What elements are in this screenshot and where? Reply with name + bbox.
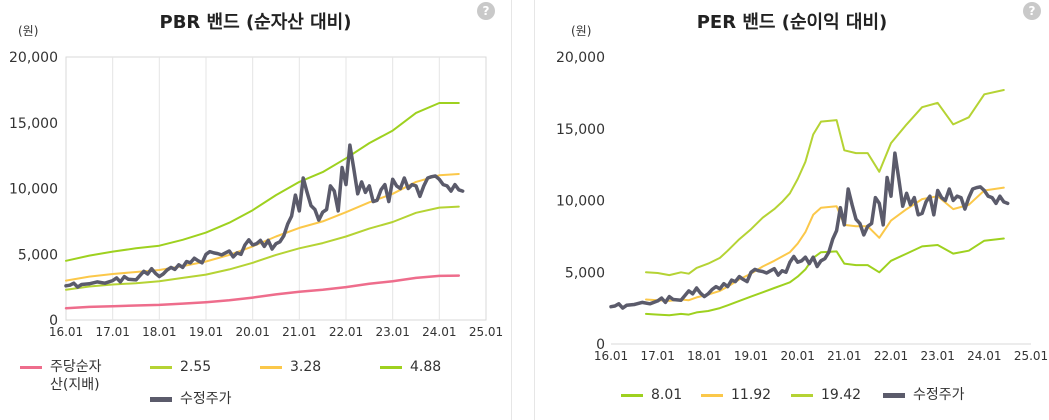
legend-label: 주당순자 산(지배) (50, 359, 102, 393)
legend-label: 19.42 (821, 387, 862, 403)
pbr-x-tick-label: 23.01 (375, 325, 409, 339)
pbr-y-tick-label: 5,000 (18, 247, 58, 263)
per-legend-item[interactable]: 수정주가 (883, 386, 965, 404)
per-x-tick-label: 16.01 (594, 349, 628, 363)
per-series-line-4[interactable] (609, 151, 1010, 310)
per-legend-item[interactable]: 11.92 (701, 386, 771, 404)
legend-swatch (380, 366, 402, 369)
per-legend-item[interactable]: 8.01 (621, 386, 682, 404)
per-y-tick-label: 0 (596, 337, 605, 353)
legend-label: 수정주가 (913, 387, 965, 403)
legend-swatch (260, 366, 282, 369)
per-x-tick-label: 18.01 (687, 349, 721, 363)
legend-swatch (150, 366, 172, 369)
pbr-x-tick-label: 16.01 (49, 325, 83, 339)
per-x-tick-label: 23.01 (920, 349, 954, 363)
pbr-band-panel: PBR 밴드 (순자산 대비) ? (원) 16.01 17.01 18.01 19.… (0, 0, 512, 420)
pbr-legend-item[interactable]: 수정주가 (150, 390, 232, 408)
pbr-y-tick-label: 15,000 (9, 116, 58, 132)
per-chart-title: PER 밴드 (순이익 대비) (696, 12, 888, 33)
pbr-x-tick-label: 19.01 (189, 325, 223, 339)
legend-label: 11.92 (731, 387, 772, 403)
per-y-tick-label: 20,000 (556, 50, 605, 66)
per-x-tick-label: 21.01 (827, 349, 861, 363)
per-x-tick-label: 22.01 (874, 349, 908, 363)
per-legend-item[interactable]: 19.42 (791, 386, 861, 404)
per-band-panel: PER 밴드 (순이익 대비) ? (원) 16.01 17.01 18.01 19.… (534, 0, 1049, 420)
pbr-plot-frame (65, 56, 487, 321)
legend-label: 2.55 (180, 359, 212, 375)
pbr-chart-title: PBR 밴드 (순자산 대비) (159, 12, 352, 33)
per-x-tick-label: 20.01 (780, 349, 814, 363)
pbr-legend-item[interactable]: 주당순자 산(지배) (20, 358, 102, 394)
per-y-tick-label: 10,000 (556, 194, 605, 210)
pbr-series-line-4[interactable] (65, 102, 460, 262)
per-y-tick-label: 15,000 (556, 122, 605, 138)
legend-swatch (20, 366, 42, 369)
pbr-series-line-5[interactable] (64, 143, 465, 289)
per-series-line-2[interactable] (645, 186, 1005, 302)
pbr-x-tick-label: 20.01 (235, 325, 269, 339)
pbr-x-tick-label: 21.01 (282, 325, 316, 339)
pbr-legend-item[interactable]: 3.28 (260, 358, 321, 376)
per-x-tick-label: 17.01 (640, 349, 674, 363)
pbr-x-tick-label: 17.01 (95, 325, 129, 339)
pbr-chart-svg: 16.01 17.01 18.01 19.01 20.01 21.01 22.01 23.01… (9, 50, 503, 339)
pbr-y-tick-label: 10,000 (9, 182, 58, 198)
legend-swatch (791, 394, 813, 397)
pbr-x-tick-label: 25.01 (469, 325, 503, 339)
legend-swatch (150, 397, 172, 402)
per-series-line-1[interactable] (645, 237, 1005, 317)
legend-swatch (883, 393, 905, 398)
per-y-unit: (원) (571, 24, 592, 38)
per-x-tick-label: 19.01 (734, 349, 768, 363)
pbr-legend-item[interactable]: 2.55 (150, 358, 211, 376)
pbr-y-tick-label: 20,000 (9, 50, 58, 66)
legend-swatch (701, 394, 723, 397)
per-y-tick-label: 5,000 (565, 265, 605, 281)
legend-label: 8.01 (651, 387, 683, 403)
pbr-series-line-3[interactable] (65, 173, 460, 282)
per-chart-svg: 16.01 17.01 18.01 19.01 20.01 21.01 22.01 23.01… (556, 50, 1048, 363)
per-series-line-3[interactable] (645, 89, 1005, 277)
pbr-legend-item[interactable]: 4.88 (380, 358, 441, 376)
pbr-series-line-1[interactable] (64, 274, 461, 310)
legend-label: 3.28 (290, 359, 322, 375)
pbr-y-unit: (원) (18, 24, 39, 38)
legend-label: 수정주가 (180, 391, 232, 407)
per-help-icon[interactable]: ? (1023, 2, 1041, 20)
per-x-tick-label: 25.01 (1014, 349, 1048, 363)
legend-label: 4.88 (410, 359, 442, 375)
pbr-x-tick-label: 24.01 (422, 325, 456, 339)
pbr-series-line-2[interactable] (65, 205, 460, 291)
pbr-x-tick-label: 22.01 (329, 325, 363, 339)
pbr-help-icon[interactable]: ? (477, 2, 495, 20)
legend-swatch (621, 394, 643, 397)
pbr-x-tick-label: 18.01 (142, 325, 176, 339)
per-x-tick-label: 24.01 (967, 349, 1001, 363)
pbr-y-tick-label: 0 (49, 313, 58, 329)
